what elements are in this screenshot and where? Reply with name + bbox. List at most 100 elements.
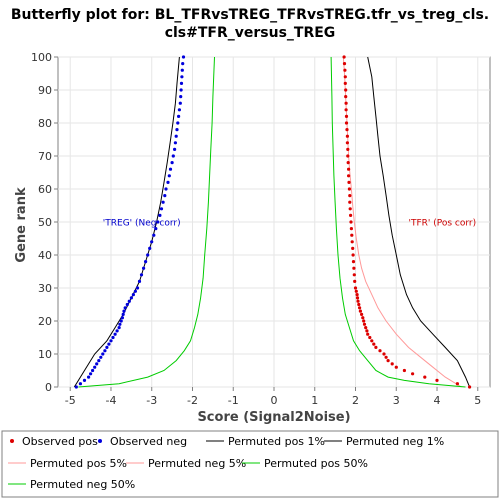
point-observed-pos bbox=[342, 62, 347, 66]
point-observed-pos bbox=[350, 240, 354, 244]
point-observed-neg bbox=[87, 375, 91, 379]
point-observed-neg bbox=[166, 180, 170, 184]
y-tick-label: 90 bbox=[38, 84, 52, 97]
legend-label-permuted-neg-50: Permuted neg 50% bbox=[30, 478, 135, 491]
x-tick-label: -5 bbox=[65, 394, 76, 407]
point-observed-pos bbox=[361, 316, 365, 320]
point-observed-pos bbox=[345, 134, 349, 138]
point-observed-pos bbox=[348, 207, 352, 211]
point-observed-neg bbox=[91, 368, 95, 373]
y-tick-label: 70 bbox=[38, 150, 52, 163]
point-observed-pos bbox=[358, 309, 362, 313]
point-observed-neg bbox=[121, 312, 125, 316]
gridlines bbox=[58, 56, 490, 388]
series-line-permuted-pos-1 bbox=[367, 56, 471, 388]
point-observed-pos bbox=[346, 161, 350, 165]
point-observed-pos bbox=[353, 286, 358, 290]
point-observed-neg bbox=[82, 378, 87, 382]
y-tick-label: 60 bbox=[38, 183, 52, 196]
series-line-permuted-neg-50 bbox=[78, 56, 215, 388]
point-observed-pos bbox=[352, 273, 356, 277]
point-observed-pos bbox=[362, 319, 366, 323]
series-line-permuted-pos-5 bbox=[342, 56, 462, 388]
point-observed-neg bbox=[164, 187, 168, 191]
point-observed-pos bbox=[394, 365, 398, 369]
point-observed-neg bbox=[139, 273, 144, 277]
point-observed-neg bbox=[173, 141, 177, 145]
point-observed-neg bbox=[133, 289, 137, 293]
legend-label-permuted-pos-50: Permuted pos 50% bbox=[264, 457, 368, 470]
point-observed-neg bbox=[175, 128, 179, 132]
legend-label-permuted-pos-1: Permuted pos 1% bbox=[228, 435, 325, 448]
chart-title-line-1: Butterfly plot for: BL_TFRvsTREG_TFRvsTR… bbox=[11, 7, 489, 23]
point-observed-pos bbox=[386, 359, 390, 363]
series-layer bbox=[73, 55, 472, 389]
point-observed-pos bbox=[355, 293, 359, 297]
point-observed-pos bbox=[351, 253, 355, 257]
y-tick-label: 40 bbox=[38, 249, 52, 262]
point-observed-pos bbox=[353, 279, 357, 283]
point-observed-pos bbox=[356, 299, 360, 303]
point-observed-pos bbox=[370, 339, 374, 343]
point-observed-neg bbox=[129, 296, 133, 300]
point-observed-pos bbox=[378, 349, 382, 353]
point-observed-pos bbox=[344, 95, 348, 99]
point-observed-pos bbox=[346, 147, 350, 151]
point-observed-neg bbox=[95, 362, 99, 366]
point-observed-pos bbox=[348, 194, 352, 198]
point-observed-pos bbox=[423, 375, 427, 379]
series-line-permuted-neg-1 bbox=[73, 56, 180, 388]
point-observed-pos bbox=[382, 352, 386, 356]
point-observed-neg bbox=[179, 88, 183, 92]
point-observed-neg bbox=[74, 385, 78, 389]
point-observed-neg bbox=[176, 121, 180, 125]
point-observed-pos bbox=[384, 355, 388, 359]
x-tick-label: 5 bbox=[474, 394, 481, 407]
point-observed-pos bbox=[346, 154, 350, 158]
point-observed-neg bbox=[125, 302, 129, 307]
legend-swatch-observed-pos bbox=[10, 439, 14, 443]
point-observed-pos bbox=[366, 332, 370, 336]
point-observed-neg bbox=[103, 349, 107, 353]
point-observed-pos bbox=[354, 289, 358, 293]
point-observed-neg bbox=[167, 174, 171, 178]
point-observed-neg bbox=[89, 372, 93, 376]
point-observed-pos bbox=[343, 68, 347, 72]
point-observed-pos bbox=[365, 329, 369, 333]
point-observed-neg bbox=[109, 339, 113, 343]
point-observed-pos bbox=[435, 378, 439, 382]
point-observed-neg bbox=[174, 134, 178, 138]
chart-title-line-2: cls#TFR_versus_TREG bbox=[165, 25, 336, 41]
legend: Observed pos Observed neg Permuted pos 1% P… bbox=[8, 435, 444, 491]
point-observed-neg bbox=[178, 101, 182, 105]
x-tick-label: 0 bbox=[271, 394, 278, 407]
point-observed-neg bbox=[177, 108, 181, 112]
x-tick-label: 4 bbox=[434, 394, 441, 407]
point-observed-pos bbox=[344, 108, 348, 112]
point-observed-neg bbox=[122, 309, 126, 313]
point-observed-pos bbox=[342, 55, 346, 59]
point-observed-neg bbox=[170, 161, 174, 165]
point-observed-neg bbox=[156, 220, 160, 224]
y-tick-label: 0 bbox=[45, 381, 52, 394]
point-observed-neg bbox=[146, 253, 150, 257]
y-tick-label: 80 bbox=[38, 117, 52, 130]
point-observed-neg bbox=[152, 233, 156, 237]
point-observed-neg bbox=[135, 286, 140, 290]
point-observed-pos bbox=[390, 362, 394, 366]
annotation-tfr-pos-corr: 'TFR' (Pos corr) bbox=[409, 218, 477, 228]
annotation-treg-neg-corr: 'TREG' (Neg corr) bbox=[103, 218, 181, 228]
x-tick-label: -1 bbox=[228, 394, 239, 407]
point-observed-neg bbox=[144, 260, 148, 264]
point-observed-pos bbox=[349, 213, 353, 217]
y-tick-label: 50 bbox=[38, 216, 52, 229]
point-observed-neg bbox=[161, 200, 165, 204]
y-tick-label: 30 bbox=[38, 282, 52, 295]
legend-label-permuted-neg-5: Permuted neg 5% bbox=[148, 457, 246, 470]
point-observed-neg bbox=[101, 352, 105, 356]
point-observed-neg bbox=[148, 246, 152, 250]
point-observed-neg bbox=[179, 81, 184, 85]
point-observed-pos bbox=[352, 266, 356, 270]
point-observed-neg bbox=[163, 194, 167, 198]
point-observed-pos bbox=[368, 335, 372, 340]
